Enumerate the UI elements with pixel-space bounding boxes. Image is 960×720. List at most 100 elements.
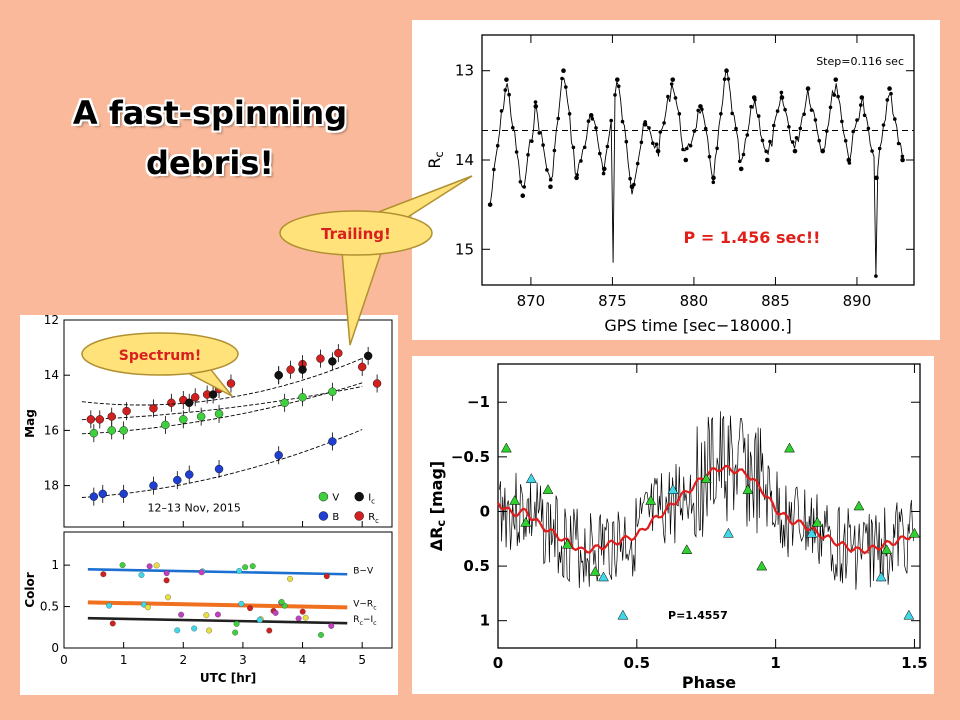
y-tick-label: 14 — [44, 368, 59, 382]
triangle-point — [509, 495, 521, 505]
period-label: P=1.4557 — [668, 609, 728, 622]
data-point — [666, 94, 670, 99]
data-point — [779, 90, 784, 95]
step-annotation: Step=0.116 sec — [816, 55, 904, 68]
data-point — [628, 176, 632, 181]
data-point — [601, 166, 607, 172]
mag-point — [185, 398, 194, 408]
data-point — [775, 109, 780, 113]
data-point — [760, 138, 765, 143]
mag-point — [214, 409, 224, 419]
triangle-point — [723, 527, 734, 538]
triangle-point — [806, 527, 818, 538]
data-point — [843, 139, 848, 143]
y-axis-label: Rc — [425, 151, 446, 168]
data-point — [564, 85, 568, 89]
color-fit-line — [87, 616, 348, 625]
data-point — [492, 167, 496, 172]
data-point — [552, 148, 557, 153]
x-tick-label: 870 — [517, 292, 546, 310]
data-point — [707, 154, 712, 159]
legend-label: Rc — [368, 512, 379, 525]
mag-point — [95, 415, 104, 424]
x-axis-label: UTC [hr] — [200, 671, 256, 685]
data-point — [734, 126, 738, 131]
color-point — [247, 605, 254, 612]
x-axis-label: GPS time [sec−18000.] — [604, 316, 791, 335]
trailing-callout-bubble — [279, 210, 433, 256]
triangle-point — [645, 495, 657, 505]
bottom-frame — [63, 531, 393, 649]
fit-curve — [81, 386, 363, 421]
data-point — [683, 157, 689, 163]
data-point — [594, 126, 598, 130]
color-point — [266, 627, 273, 634]
color-point — [119, 562, 126, 569]
data-point — [846, 157, 852, 163]
data-point — [745, 133, 750, 137]
data-point — [855, 118, 859, 122]
y-tick-label: 15 — [455, 240, 474, 258]
data-point — [738, 166, 744, 172]
mag-point — [89, 492, 99, 501]
fit-curve — [81, 382, 363, 435]
data-point — [575, 173, 579, 177]
color-point — [203, 612, 210, 619]
y-tick-label: 0 — [51, 641, 59, 655]
data-point — [598, 151, 602, 156]
trailing-lightcurve-chart: 870 875 880 885 890 13 14 15 Step=0.116 sec GPS t… — [425, 34, 915, 335]
y-tick-label: −0.5 — [451, 448, 490, 466]
trailing-lightcurve-panel: 870 875 880 885 890 13 14 15 Step=0.116 sec GPS t… — [412, 20, 940, 340]
data-point — [499, 109, 504, 113]
y-tick-label: 1 — [51, 558, 59, 572]
slide-title-line1: A fast-spinning — [72, 94, 348, 132]
top-frame — [63, 319, 393, 528]
x-tick-label: 1.5 — [901, 654, 928, 672]
y-tick-label: 12 — [44, 315, 59, 327]
data-point — [851, 129, 855, 134]
plot-frame — [497, 363, 921, 649]
mag-point — [328, 357, 337, 366]
data-point — [601, 171, 606, 176]
mag-point — [286, 365, 295, 374]
triangle-point — [742, 484, 754, 494]
mag-point — [274, 451, 283, 460]
color-point — [236, 568, 243, 574]
data-point — [615, 77, 620, 82]
data-point — [756, 114, 761, 118]
data-point — [654, 142, 659, 146]
data-point — [859, 103, 863, 107]
x-tick-label: 880 — [680, 292, 709, 310]
x-tick-label: 4 — [299, 653, 307, 667]
triangle-point — [681, 544, 693, 554]
mag-point — [298, 365, 307, 374]
color-point — [178, 611, 185, 618]
data-point — [900, 154, 905, 159]
data-point — [582, 145, 587, 150]
color-point — [242, 564, 249, 571]
color-point — [287, 575, 293, 582]
legend-marker — [318, 491, 329, 502]
raw-data-line — [499, 411, 914, 590]
data-point — [783, 107, 787, 112]
legend-label: V — [332, 493, 339, 504]
data-point — [620, 119, 625, 124]
mag-point — [208, 390, 218, 399]
y-tick-label: 0.5 — [463, 557, 490, 575]
y-tick-label: 0 — [480, 502, 490, 520]
mag-point — [357, 362, 367, 372]
y-axis-label-top: Mag — [23, 409, 37, 438]
mag-point — [161, 420, 170, 430]
data-point — [809, 108, 814, 112]
y-tick-label: 18 — [44, 479, 59, 493]
date-annotation: 12–13 Nov, 2015 — [147, 502, 240, 515]
triangle-point — [542, 484, 554, 494]
data-point — [643, 120, 647, 124]
color-point — [165, 594, 171, 601]
data-point — [847, 161, 852, 165]
y-tick-label: −1 — [467, 393, 490, 411]
mag-point — [179, 415, 188, 424]
data-point — [715, 146, 719, 151]
